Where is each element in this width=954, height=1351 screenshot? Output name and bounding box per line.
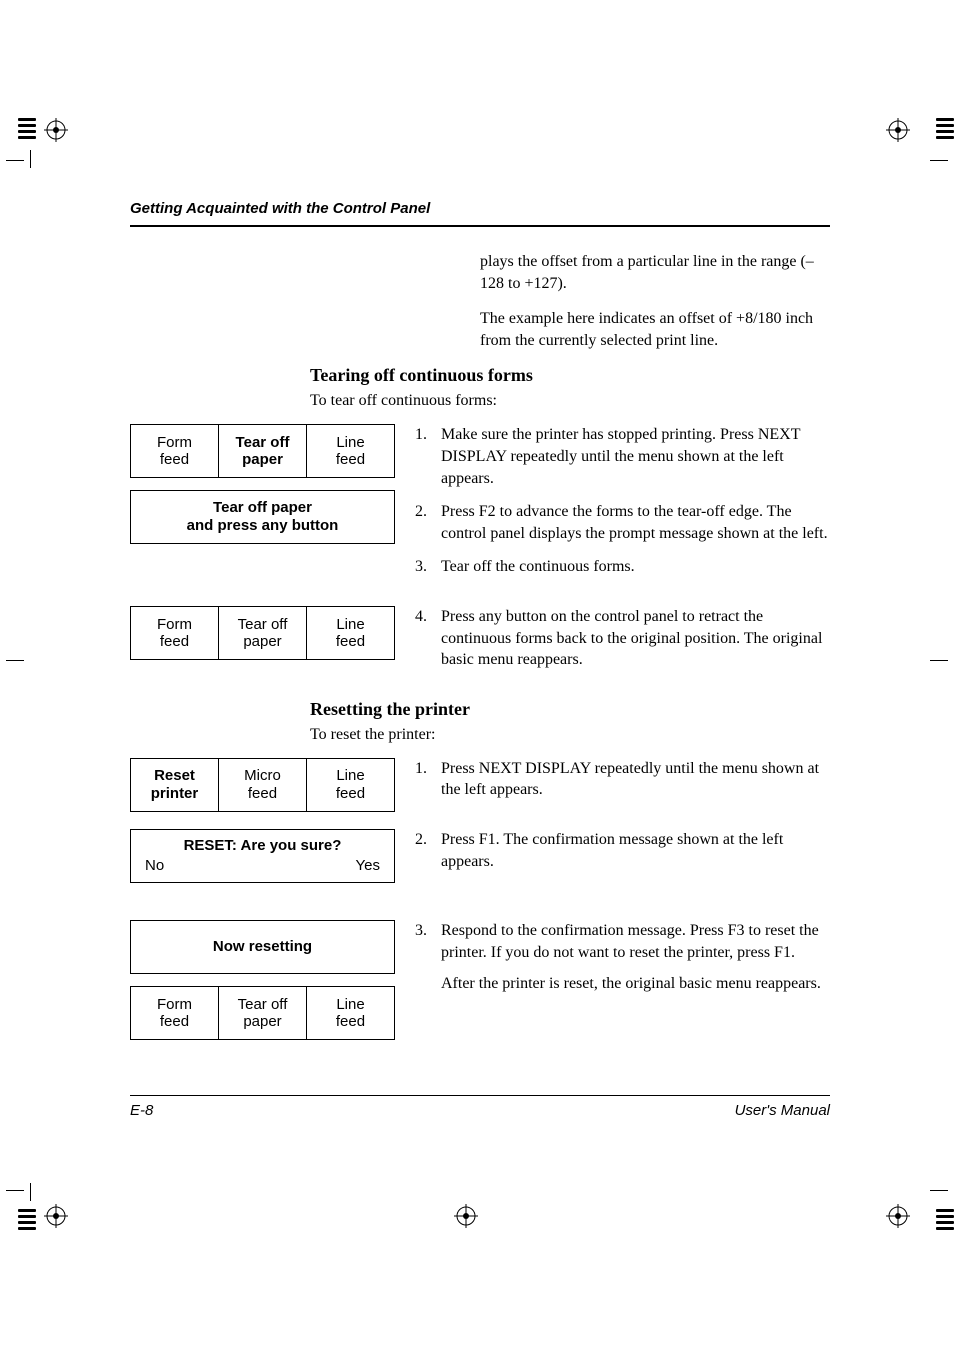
lcd-text: and press any button: [187, 517, 339, 535]
lcd-text: feed: [336, 785, 365, 802]
lcd-panel: Now resetting: [130, 920, 395, 974]
step-item: 1. Press NEXT DISPLAY repeatedly until t…: [415, 758, 830, 801]
lcd-text: feed: [336, 451, 365, 468]
step-item: 4. Press any button on the control panel…: [415, 606, 830, 671]
step-text: Press F1. The confirmation message shown…: [441, 829, 830, 872]
lcd-cell: Form feed: [131, 607, 218, 659]
intro-paragraph: The example here indicates an offset of …: [480, 308, 830, 351]
lcd-text: Yes: [356, 856, 380, 876]
crop-tick-icon: [6, 660, 24, 661]
lcd-text: RESET: Are you sure?: [145, 836, 380, 856]
step-text: Press NEXT DISPLAY repeatedly until the …: [441, 758, 830, 801]
running-header: Getting Acquainted with the Control Pane…: [130, 200, 830, 227]
section-title-resetting: Resetting the printer: [310, 699, 830, 720]
step-number: 1.: [415, 424, 433, 489]
section-lead: To reset the printer:: [310, 726, 830, 744]
step-item: 1. Make sure the printer has stopped pri…: [415, 424, 830, 489]
lcd-text: feed: [160, 633, 189, 650]
lcd-text: Line: [336, 434, 364, 451]
step-number: 2.: [415, 501, 433, 544]
step-text: Press any button on the control panel to…: [441, 606, 830, 671]
lcd-text: Tear off paper: [213, 499, 312, 517]
crop-tick-icon: [30, 1183, 31, 1201]
lcd-text: Form: [157, 434, 192, 451]
lcd-panel: RESET: Are you sure? No Yes: [130, 829, 395, 883]
page-number: E-8: [130, 1102, 153, 1119]
lcd-panel: Form feed Tear off paper Line feed: [130, 606, 395, 660]
lcd-cell: Micro feed: [218, 759, 306, 811]
crop-tick-icon: [930, 1190, 948, 1191]
lcd-text: Micro: [244, 767, 281, 784]
lcd-text: Tear off: [238, 616, 288, 633]
binding-mark-icon: [18, 118, 36, 142]
binding-mark-icon: [936, 1209, 954, 1233]
lcd-text: paper: [243, 1013, 281, 1030]
binding-mark-icon: [18, 1209, 36, 1233]
lcd-cell: Line feed: [306, 759, 394, 811]
lcd-text: Reset: [154, 767, 195, 784]
lcd-cell: Tear off paper: [218, 987, 306, 1039]
crop-tick-icon: [930, 160, 948, 161]
lcd-text: Tear off: [238, 996, 288, 1013]
crop-tick-icon: [6, 1190, 24, 1191]
step-number: 4.: [415, 606, 433, 671]
lcd-text: feed: [160, 451, 189, 468]
step-item: 2. Press F2 to advance the forms to the …: [415, 501, 830, 544]
step-text: Press F2 to advance the forms to the tea…: [441, 501, 830, 544]
lcd-text: Line: [336, 996, 364, 1013]
step-item: 3. Tear off the continuous forms.: [415, 556, 830, 578]
lcd-cell: Line feed: [306, 607, 394, 659]
lcd-text: Line: [336, 616, 364, 633]
crop-tick-icon: [6, 160, 24, 161]
lcd-text: Now resetting: [213, 938, 312, 956]
lcd-text: feed: [160, 1013, 189, 1030]
intro-paragraph: plays the offset from a particular line …: [480, 251, 830, 294]
registration-target-icon: [886, 1204, 910, 1233]
registration-target-icon: [886, 118, 910, 147]
step-number: 2.: [415, 829, 433, 872]
step-number: 3.: [415, 556, 433, 578]
registration-target-icon: [454, 1204, 478, 1233]
lcd-cell: Line feed: [306, 987, 394, 1039]
crop-tick-icon: [30, 150, 31, 168]
lcd-text: Tear off: [236, 434, 290, 451]
lcd-text: No: [145, 856, 164, 876]
lcd-cell: Form feed: [131, 987, 218, 1039]
registration-target-icon: [44, 1204, 68, 1233]
lcd-text: Form: [157, 616, 192, 633]
section-lead: To tear off continuous forms:: [310, 392, 830, 410]
step-number: 1.: [415, 758, 433, 801]
crop-tick-icon: [930, 660, 948, 661]
section-title-tearing: Tearing off continuous forms: [310, 365, 830, 386]
binding-mark-icon: [936, 118, 954, 142]
step-number: 3.: [415, 920, 433, 995]
lcd-panel: Form feed Tear off paper Line feed: [130, 424, 395, 478]
lcd-text: Form: [157, 996, 192, 1013]
lcd-cell: Form feed: [131, 425, 218, 477]
lcd-text: paper: [243, 633, 281, 650]
step-text: Respond to the confirmation message. Pre…: [441, 920, 830, 963]
lcd-text: feed: [336, 633, 365, 650]
lcd-cell: Line feed: [306, 425, 394, 477]
lcd-text: feed: [248, 785, 277, 802]
lcd-text: paper: [242, 451, 283, 468]
step-item: 2. Press F1. The confirmation message sh…: [415, 829, 830, 872]
lcd-panel: Tear off paper and press any button: [130, 490, 395, 544]
manual-title: User's Manual: [735, 1102, 830, 1119]
lcd-panel: Reset printer Micro feed Line feed: [130, 758, 395, 812]
lcd-cell: Tear off paper: [218, 425, 306, 477]
lcd-cell: Reset printer: [131, 759, 218, 811]
step-text: Tear off the continuous forms.: [441, 556, 830, 578]
lcd-text: feed: [336, 1013, 365, 1030]
registration-target-icon: [44, 118, 68, 147]
lcd-text: Line: [336, 767, 364, 784]
lcd-cell: Tear off paper: [218, 607, 306, 659]
step-text: Make sure the printer has stopped printi…: [441, 424, 830, 489]
step-text: After the printer is reset, the original…: [441, 973, 830, 995]
lcd-text: printer: [151, 785, 199, 802]
lcd-panel: Form feed Tear off paper Line feed: [130, 986, 395, 1040]
step-item: 3. Respond to the confirmation message. …: [415, 920, 830, 995]
